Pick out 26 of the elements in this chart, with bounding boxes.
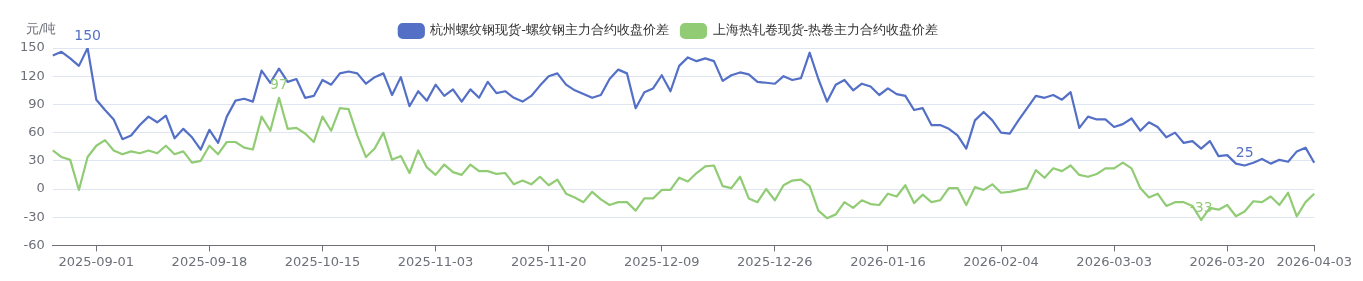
legend-label: 杭州螺纹钢现货-螺纹钢主力合约收盘价差 bbox=[429, 22, 670, 38]
y-axis-title: 元/吨 bbox=[25, 20, 57, 36]
x-tick-label: 2025-12-26 bbox=[737, 253, 813, 269]
y-tick-label: 0 bbox=[36, 180, 45, 196]
y-tick-label: -30 bbox=[23, 208, 45, 224]
y-tick-label: 120 bbox=[19, 67, 45, 83]
data-label: 150 bbox=[74, 26, 101, 43]
y-tick-label: 60 bbox=[28, 123, 45, 139]
x-tick-label: 2026-03-20 bbox=[1189, 253, 1266, 269]
y-tick-label: 30 bbox=[28, 152, 45, 168]
data-label: 25 bbox=[1235, 144, 1254, 161]
x-tick-label: 2026-04-03 bbox=[1276, 253, 1353, 269]
data-label: 97 bbox=[270, 76, 288, 93]
x-tick-label: 2025-11-03 bbox=[397, 253, 474, 269]
x-tick-label: 2026-02-04 bbox=[963, 253, 1039, 269]
x-tick-label: 2025-09-18 bbox=[171, 253, 248, 269]
x-tick-label: 2025-09-01 bbox=[58, 253, 135, 269]
x-tick-label: 2025-11-20 bbox=[510, 253, 587, 269]
x-tick-label: 2026-01-16 bbox=[850, 253, 926, 269]
y-tick-label: 150 bbox=[19, 39, 45, 55]
y-tick-label: -60 bbox=[23, 236, 45, 252]
y-tick-label: 90 bbox=[28, 95, 45, 111]
x-tick-label: 2025-12-09 bbox=[623, 253, 700, 269]
x-tick-label: 2026-03-03 bbox=[1076, 253, 1152, 269]
x-tick-label: 2025-10-15 bbox=[284, 253, 361, 269]
legend-label: 上海热轧卷现货-热卷主力合约收盘价差 bbox=[712, 22, 939, 38]
